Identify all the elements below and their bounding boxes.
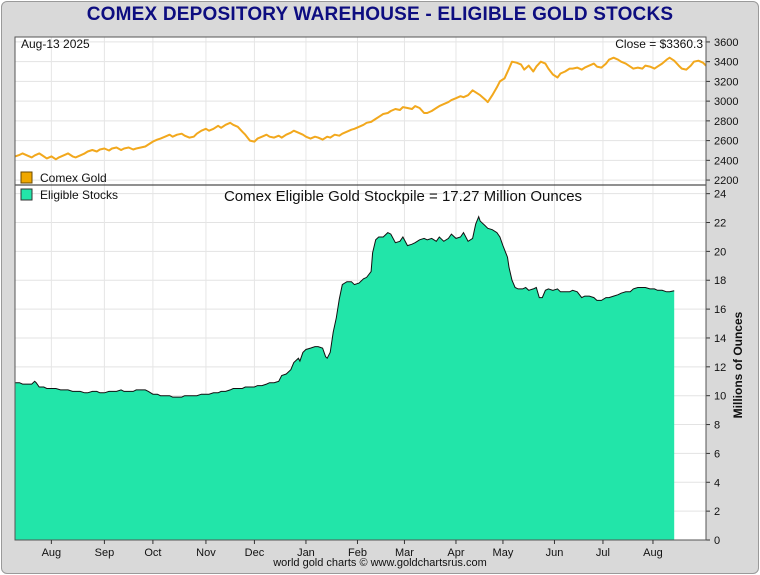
date-label: Aug-13 2025 — [21, 37, 90, 51]
gold-ytick-label: 2600 — [714, 136, 738, 148]
month-label: Apr — [447, 547, 464, 559]
stocks-ylabel: Millions of Ounces — [731, 311, 745, 418]
month-label: Sep — [95, 547, 115, 559]
stocks-area — [15, 216, 675, 540]
stocks-ytick-label: 10 — [714, 391, 726, 403]
gold-ytick-label: 3000 — [714, 96, 738, 108]
stocks-legend-swatch — [20, 188, 33, 201]
gold-ytick-label: 2200 — [714, 175, 738, 187]
stocks-ytick-label: 8 — [714, 420, 720, 432]
gold-legend-label: Comex Gold — [40, 171, 107, 185]
month-label: Dec — [245, 547, 265, 559]
gold-ytick-label: 3600 — [714, 37, 738, 49]
stocks-ytick-label: 22 — [714, 218, 726, 230]
stocks-ytick-label: 16 — [714, 304, 726, 316]
gold-ytick-label: 3200 — [714, 76, 738, 88]
gold-ytick-label: 3400 — [714, 57, 738, 69]
stocks-ytick-label: 4 — [714, 477, 720, 489]
stockpile-title: Comex Eligible Gold Stockpile = 17.27 Mi… — [224, 188, 582, 205]
plot-border — [14, 36, 707, 541]
gold-legend-swatch — [20, 171, 33, 184]
stocks-legend-label: Eligible Stocks — [40, 188, 118, 202]
month-label: Feb — [348, 547, 367, 559]
stocks-ytick-label: 6 — [714, 448, 720, 460]
month-label: Jun — [546, 547, 564, 559]
month-label: Jan — [297, 547, 315, 559]
stocks-ytick-label: 20 — [714, 246, 726, 258]
gold-ytick-label: 2400 — [714, 155, 738, 167]
stocks-ytick-label: 0 — [714, 535, 720, 547]
stocks-ytick-label: 12 — [714, 362, 726, 374]
stocks-ytick-label: 2 — [714, 506, 720, 518]
month-label: May — [493, 547, 514, 559]
chart-title: COMEX DEPOSITORY WAREHOUSE - ELIGIBLE GO… — [86, 4, 674, 25]
month-label: Nov — [196, 547, 216, 559]
close-label: Close = $3360.3 — [615, 37, 703, 51]
stocks-ytick-label: 18 — [714, 275, 726, 287]
gold-price-line — [14, 56, 707, 161]
month-label: Mar — [395, 547, 414, 559]
stocks-line — [15, 215, 675, 398]
footer-credit: world gold charts © www.goldchartsrus.co… — [273, 557, 487, 569]
stocks-ytick-label: 24 — [714, 189, 726, 201]
month-label: Aug — [643, 547, 663, 559]
stocks-ytick-label: 14 — [714, 333, 726, 345]
gold-ytick-label: 2800 — [714, 116, 738, 128]
month-label: Oct — [144, 547, 161, 559]
month-label: Jul — [596, 547, 610, 559]
month-label: Aug — [42, 547, 62, 559]
